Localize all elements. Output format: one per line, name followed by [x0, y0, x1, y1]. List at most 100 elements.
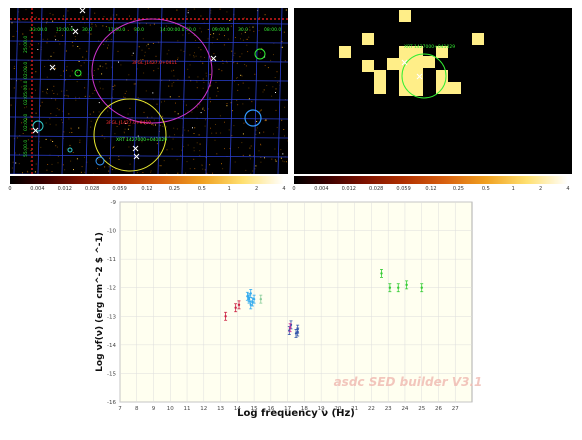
- star-dot: [81, 75, 82, 76]
- star-dot: [199, 104, 200, 105]
- ra-label: 12:00.0: [56, 27, 73, 33]
- x-tick-label: 26: [435, 406, 442, 412]
- star-dot: [53, 14, 54, 15]
- star-dot: [42, 91, 43, 92]
- star-dot: [237, 77, 238, 78]
- cross-marker: [80, 8, 85, 13]
- grid-line-dec: [10, 155, 288, 157]
- colorbar-tick-label: 0: [8, 186, 11, 192]
- star-dot: [180, 155, 181, 156]
- count-pixel: [411, 82, 423, 94]
- star-dot: [235, 162, 236, 163]
- star-dot: [101, 73, 102, 74]
- star-dot: [153, 125, 154, 126]
- star-dot: [124, 132, 125, 133]
- star-dot: [11, 105, 12, 106]
- star-dot: [247, 51, 248, 52]
- star-dot: [150, 25, 151, 26]
- star-dot: [188, 130, 189, 131]
- star-dot: [92, 93, 93, 94]
- colorbar-tick-label: 4: [282, 186, 285, 192]
- star-dot: [193, 55, 194, 56]
- star-dot: [55, 39, 56, 40]
- star-dot: [84, 87, 85, 88]
- star-dot: [188, 145, 189, 146]
- star-dot: [272, 86, 273, 87]
- star-dot: [182, 35, 183, 36]
- point-marker: [253, 298, 255, 300]
- star-dot: [159, 165, 160, 166]
- star-dot: [73, 169, 74, 170]
- star-dot: [201, 31, 202, 32]
- star-dot: [57, 94, 58, 95]
- star-dot: [276, 161, 277, 162]
- star-dot: [47, 89, 48, 90]
- star-dot: [30, 43, 31, 44]
- star-dot: [47, 42, 48, 43]
- star-dot: [282, 47, 283, 48]
- colorbar-tick-label: 0: [292, 186, 295, 192]
- colorbar-tick-label: 0.12: [141, 186, 152, 192]
- star-dot: [21, 122, 22, 123]
- star-dot: [144, 112, 145, 113]
- star-dot: [81, 65, 82, 66]
- star-dot: [194, 133, 195, 134]
- star-dot: [168, 86, 169, 87]
- count-pixel: [362, 60, 374, 72]
- star-dot: [240, 75, 241, 76]
- star-dot: [231, 51, 232, 52]
- star-dot: [12, 22, 13, 23]
- star-dot: [50, 13, 51, 14]
- star-dot: [104, 16, 105, 17]
- star-dot: [166, 26, 167, 27]
- star-dot: [102, 66, 103, 67]
- y-tick-labels: -9-10-11-12-13-14-15-16: [107, 200, 116, 406]
- star-dot: [253, 155, 254, 156]
- star-dot: [75, 97, 76, 98]
- star-dot: [46, 92, 47, 93]
- star-dot: [169, 136, 170, 137]
- count-pixel: [339, 46, 351, 58]
- star-dot: [234, 53, 235, 54]
- star-dot: [58, 162, 59, 163]
- star-dot: [177, 40, 178, 41]
- star-dot: [203, 107, 204, 108]
- star-dot: [125, 93, 126, 94]
- star-dot: [85, 59, 86, 60]
- star-dot: [243, 123, 244, 124]
- star-dot: [112, 169, 113, 170]
- point-marker: [405, 284, 407, 286]
- source-circle-cyan-2: [68, 148, 72, 152]
- colorbar-tick-label: 0.059: [396, 186, 410, 192]
- star-dot: [151, 170, 152, 171]
- colorbar-tick-label: 0.004: [314, 186, 328, 192]
- star-dot: [12, 36, 13, 37]
- star-dot: [142, 59, 143, 60]
- star-dot: [59, 109, 60, 110]
- star-dot: [246, 45, 247, 46]
- star-dot: [240, 38, 241, 39]
- star-dot: [128, 147, 129, 148]
- star-dot: [179, 96, 180, 97]
- star-dot: [30, 129, 31, 130]
- star-dot: [213, 33, 214, 34]
- star-dot: [194, 57, 195, 58]
- star-dot: [199, 150, 200, 151]
- point-marker: [421, 287, 423, 289]
- star-dot: [254, 74, 255, 75]
- star-dot: [52, 64, 53, 65]
- star-dot: [210, 128, 211, 129]
- star-dot: [285, 60, 286, 61]
- star-dot: [275, 92, 276, 93]
- x-tick-label: 11: [184, 406, 191, 412]
- star-dot: [52, 141, 53, 142]
- star-dot: [134, 84, 135, 85]
- star-dot: [100, 66, 101, 67]
- star-dot: [30, 65, 31, 66]
- star-dot: [109, 158, 110, 159]
- star-dot: [221, 70, 222, 71]
- star-dot: [227, 103, 228, 104]
- star-dot: [243, 133, 244, 134]
- star-dot: [177, 173, 178, 174]
